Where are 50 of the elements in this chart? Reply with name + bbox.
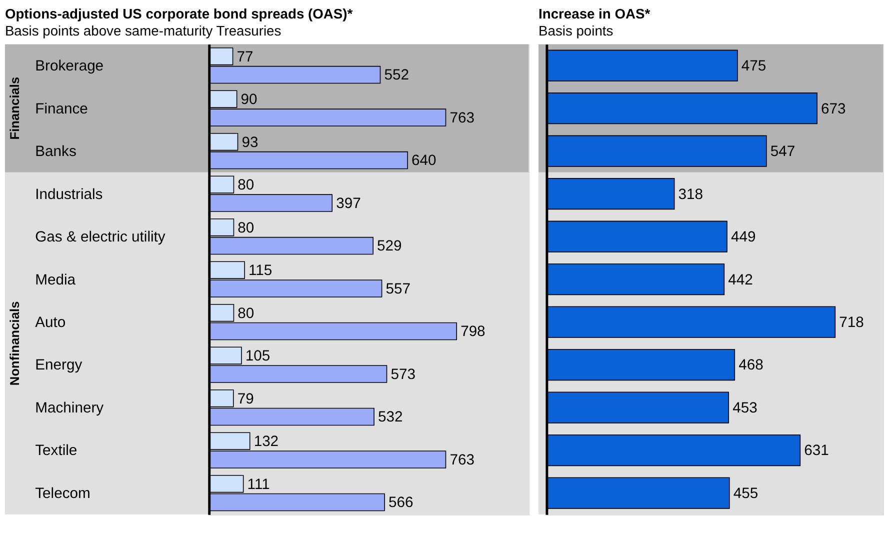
- data-label: 673: [821, 101, 846, 118]
- y-tick-label: Gas & electric utility: [35, 230, 166, 246]
- data-label: 455: [733, 486, 758, 502]
- data-label: 640: [412, 153, 436, 170]
- data-label: 552: [384, 68, 409, 84]
- data-label: 318: [678, 186, 704, 203]
- y-tick-label: Textile: [35, 443, 78, 460]
- y-tick-label: Finance: [35, 101, 88, 118]
- data-label: 468: [738, 358, 764, 374]
- y-tick-label: Banks: [35, 144, 76, 160]
- data-label: 763: [450, 452, 474, 468]
- data-label: 475: [741, 58, 766, 75]
- data-label: 80: [238, 306, 254, 322]
- chart-title: Increase in OAS*: [538, 5, 651, 22]
- data-label: 453: [732, 400, 758, 416]
- data-label: 77: [236, 49, 254, 66]
- data-label: 718: [839, 315, 864, 331]
- data-label: 115: [248, 263, 272, 280]
- data-label: 111: [247, 476, 270, 493]
- data-label: 90: [240, 92, 258, 108]
- chart-subtitle: Basis points: [538, 22, 614, 38]
- data-label: 557: [386, 281, 410, 298]
- data-label: 532: [378, 410, 403, 426]
- data-label: 573: [390, 366, 416, 383]
- data-label: 449: [730, 230, 756, 246]
- band-label: Nonfinancials: [6, 301, 22, 386]
- data-label: 132: [254, 434, 279, 450]
- data-label: 529: [377, 238, 402, 255]
- y-tick-label: Industrials: [35, 186, 103, 203]
- y-tick-label: Energy: [35, 358, 83, 374]
- data-label: 798: [460, 324, 486, 340]
- data-label: 105: [245, 348, 270, 365]
- data-label: 79: [237, 391, 254, 408]
- y-tick-label: Auto: [35, 315, 66, 331]
- y-tick-label: Telecom: [35, 486, 90, 502]
- y-tick-label: Brokerage: [35, 58, 104, 75]
- data-label: 80: [238, 220, 254, 236]
- data-label: 93: [242, 134, 258, 151]
- data-label: 547: [770, 144, 796, 160]
- y-tick-label: Media: [35, 272, 76, 288]
- data-label: 763: [450, 110, 474, 126]
- data-label: 566: [388, 495, 414, 512]
- chart-subtitle: Basis points above same-maturity Treasuries: [4, 22, 282, 38]
- data-label: 442: [728, 272, 753, 288]
- data-label: 80: [238, 178, 254, 194]
- chart-title: Options-adjusted US corporate bond spreads (OAS)*: [4, 5, 354, 22]
- data-label: 631: [804, 443, 829, 460]
- y-tick-label: Machinery: [35, 400, 104, 416]
- data-label: 397: [336, 196, 361, 212]
- band-label: Financials: [6, 76, 22, 140]
